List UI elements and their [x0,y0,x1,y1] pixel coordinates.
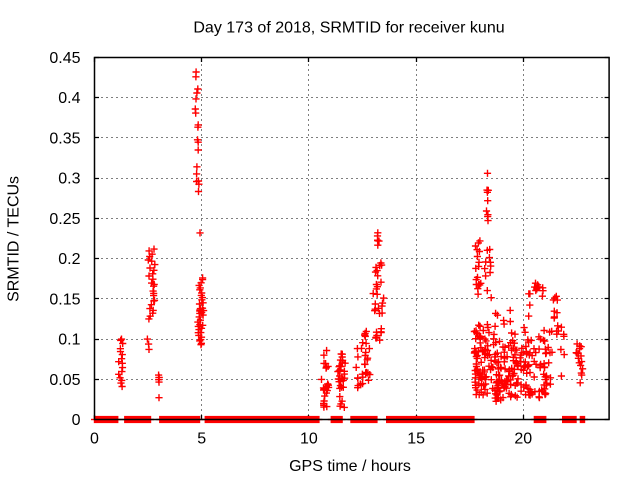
svg-text:0.25: 0.25 [49,211,80,228]
svg-text:0.4: 0.4 [58,90,80,107]
svg-text:5: 5 [197,431,206,448]
svg-text:0.3: 0.3 [58,171,80,188]
svg-text:0.35: 0.35 [49,130,80,147]
svg-text:0.15: 0.15 [49,291,80,308]
svg-text:0.45: 0.45 [49,50,80,67]
svg-text:0: 0 [72,412,81,429]
svg-text:0.05: 0.05 [49,372,80,389]
svg-text:10: 10 [300,431,318,448]
svg-text:Day 173 of 2018, SRMTID for re: Day 173 of 2018, SRMTID for receiver kun… [193,20,504,37]
svg-text:0: 0 [90,431,99,448]
svg-text:0.2: 0.2 [58,251,80,268]
svg-text:0.1: 0.1 [58,332,80,349]
svg-text:GPS time / hours: GPS time / hours [289,458,411,475]
svg-text:15: 15 [407,431,425,448]
svg-text:20: 20 [514,431,532,448]
svg-text:SRMTID / TECUs: SRMTID / TECUs [5,176,22,302]
